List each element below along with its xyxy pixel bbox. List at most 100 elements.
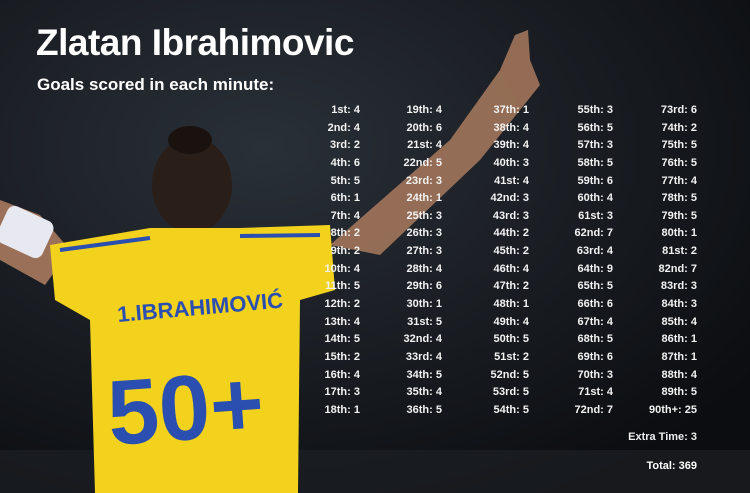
minute-goals-entry: 72nd: 7 <box>574 403 613 416</box>
goals-column-2: 19th: 4 20th: 6 21st: 4 22nd: 5 23rd: 3 24th:… <box>403 102 442 420</box>
minute-goals-entry: 5th: 5 <box>330 174 360 187</box>
minute-goals-entry: 51st: 2 <box>494 350 529 363</box>
minute-goals-entry: 48th: 1 <box>493 298 529 311</box>
minute-goals-entry: 90th+: 25 <box>649 403 697 416</box>
minute-goals-entry: 63rd: 4 <box>576 245 613 258</box>
minute-goals-entry: 54th: 5 <box>493 403 529 416</box>
minute-goals-entry: 32nd: 4 <box>403 333 442 346</box>
minute-goals-entry: 29th: 6 <box>406 280 442 293</box>
minute-goals-entry: 77th: 4 <box>661 174 697 187</box>
player-arm <box>330 30 540 255</box>
minute-goals-entry: 85th: 4 <box>661 315 697 328</box>
minute-goals-entry: 88th: 4 <box>661 368 697 381</box>
extra-time: Extra Time: 3 <box>628 431 697 443</box>
minute-goals-entry: 86th: 1 <box>661 333 697 346</box>
minute-goals-entry: 74th: 2 <box>661 121 697 134</box>
goals-column-1: 1st: 4 2nd: 4 3rd: 2 4th: 6 5th: 5 6th: 1 7th:… <box>325 102 360 420</box>
minute-goals-entry: 41st: 4 <box>494 174 529 187</box>
minute-goals-entry: 49th: 4 <box>493 315 529 328</box>
minute-goals-entry: 36th: 5 <box>406 403 442 416</box>
minute-goals-entry: 30th: 1 <box>406 298 442 311</box>
minute-goals-entry: 45th: 2 <box>493 245 529 258</box>
minute-goals-entry: 64th: 9 <box>577 262 613 275</box>
minute-goals-entry: 69th: 6 <box>577 350 613 363</box>
page-title: Zlatan Ibrahimovic <box>36 22 354 63</box>
minute-goals-entry: 83rd: 3 <box>660 280 697 293</box>
minute-goals-entry: 71st: 4 <box>578 386 613 399</box>
subtitle: Goals scored in each minute: <box>37 75 275 94</box>
minute-goals-entry: 33rd: 4 <box>405 350 442 363</box>
minute-goals-entry: 67th: 4 <box>577 315 613 328</box>
minute-goals-entry: 2nd: 4 <box>327 121 360 134</box>
minute-goals-entry: 66th: 6 <box>577 298 613 311</box>
minute-goals-entry: 78th: 5 <box>661 192 697 205</box>
shirt-number-text: 50+ <box>104 352 267 465</box>
minute-goals-entry: 42nd: 3 <box>490 192 529 205</box>
minute-goals-entry: 15th: 2 <box>324 350 360 363</box>
player-shirt <box>50 225 335 493</box>
minute-goals-entry: 21st: 4 <box>407 139 442 152</box>
minute-goals-entry: 8th: 2 <box>330 227 360 240</box>
minute-goals-entry: 73rd: 6 <box>660 104 697 116</box>
minute-goals-entry: 11th: 5 <box>325 280 360 293</box>
minute-goals-entry: 68th: 5 <box>577 333 613 346</box>
minute-goals-entry: 34th: 5 <box>406 368 442 381</box>
minute-goals-entry: 47th: 2 <box>493 280 529 293</box>
minute-goals-entry: 16th: 4 <box>324 368 360 381</box>
minute-goals-entry: 13th: 4 <box>324 315 360 328</box>
minute-goals-entry: 24th: 1 <box>406 192 442 205</box>
minute-goals-entry: 17th: 3 <box>324 386 360 399</box>
minute-goals-entry: 22nd: 5 <box>403 156 442 169</box>
minute-goals-entry: 6th: 1 <box>330 192 360 205</box>
minute-goals-entry: 80th: 1 <box>661 227 697 240</box>
minute-goals-entry: 3rd: 2 <box>330 139 360 152</box>
minute-goals-entry: 26th: 3 <box>406 227 442 240</box>
minute-goals-entry: 65th: 5 <box>577 280 613 293</box>
minute-goals-entry: 38th: 4 <box>493 121 529 134</box>
minute-goals-entry: 28th: 4 <box>406 262 442 275</box>
goals-column-4: 55th: 3 56th: 5 57th: 3 58th: 5 59th: 6 60th:… <box>574 102 613 420</box>
minute-goals-entry: 20th: 6 <box>406 121 442 134</box>
minute-goals-entry: 39th: 4 <box>493 139 529 152</box>
goals-column-5: 73rd: 6 74th: 2 75th: 5 76th: 5 77th: 4 78th:… <box>649 102 697 420</box>
minute-goals-entry: 19th: 4 <box>406 104 442 116</box>
minute-goals-entry: 25th: 3 <box>406 209 442 222</box>
minute-goals-entry: 37th: 1 <box>493 104 529 116</box>
minute-goals-entry: 52nd: 5 <box>490 368 529 381</box>
minute-goals-entry: 59th: 6 <box>577 174 613 187</box>
total: Total: 369 <box>646 460 697 472</box>
minute-goals-entry: 35th: 4 <box>406 386 442 399</box>
minute-goals-entry: 55th: 3 <box>577 104 613 116</box>
minute-goals-entry: 81st: 2 <box>662 245 697 258</box>
minute-goals-entry: 44th: 2 <box>493 227 529 240</box>
minute-goals-entry: 27th: 3 <box>406 245 442 258</box>
minute-goals-entry: 89th: 5 <box>661 386 697 399</box>
minute-goals-entry: 43rd: 3 <box>492 209 529 222</box>
minute-goals-entry: 18th: 1 <box>324 403 360 416</box>
minute-goals-entry: 87th: 1 <box>661 350 697 363</box>
minute-goals-entry: 84th: 3 <box>661 298 697 311</box>
minute-goals-entry: 56th: 5 <box>577 121 613 134</box>
minute-goals-entry: 60th: 4 <box>577 192 613 205</box>
minute-goals-entry: 40th: 3 <box>493 156 529 169</box>
player-head <box>152 137 232 233</box>
minute-goals-entry: 7th: 4 <box>330 209 360 222</box>
minute-goals-entry: 14th: 5 <box>324 333 360 346</box>
minute-goals-entry: 31st: 5 <box>407 315 442 328</box>
minute-goals-entry: 9th: 2 <box>330 245 360 258</box>
minute-goals-entry: 10th: 4 <box>324 262 360 275</box>
minute-goals-entry: 75th: 5 <box>661 139 697 152</box>
minute-goals-entry: 70th: 3 <box>577 368 613 381</box>
minute-goals-entry: 58th: 5 <box>577 156 613 169</box>
goals-column-3: 37th: 1 38th: 4 39th: 4 40th: 3 41st: 4 42nd:… <box>490 102 529 420</box>
minute-goals-entry: 82nd: 7 <box>658 262 697 275</box>
minute-goals-entry: 1st: 4 <box>331 104 360 116</box>
minute-goals-entry: 46th: 4 <box>493 262 529 275</box>
minute-goals-entry: 12th: 2 <box>324 298 360 311</box>
minute-goals-entry: 4th: 6 <box>330 156 360 169</box>
minute-goals-entry: 50th: 5 <box>493 333 529 346</box>
minute-goals-entry: 53rd: 5 <box>492 386 529 399</box>
minute-goals-entry: 62nd: 7 <box>574 227 613 240</box>
minute-goals-entry: 23rd: 3 <box>405 174 442 187</box>
